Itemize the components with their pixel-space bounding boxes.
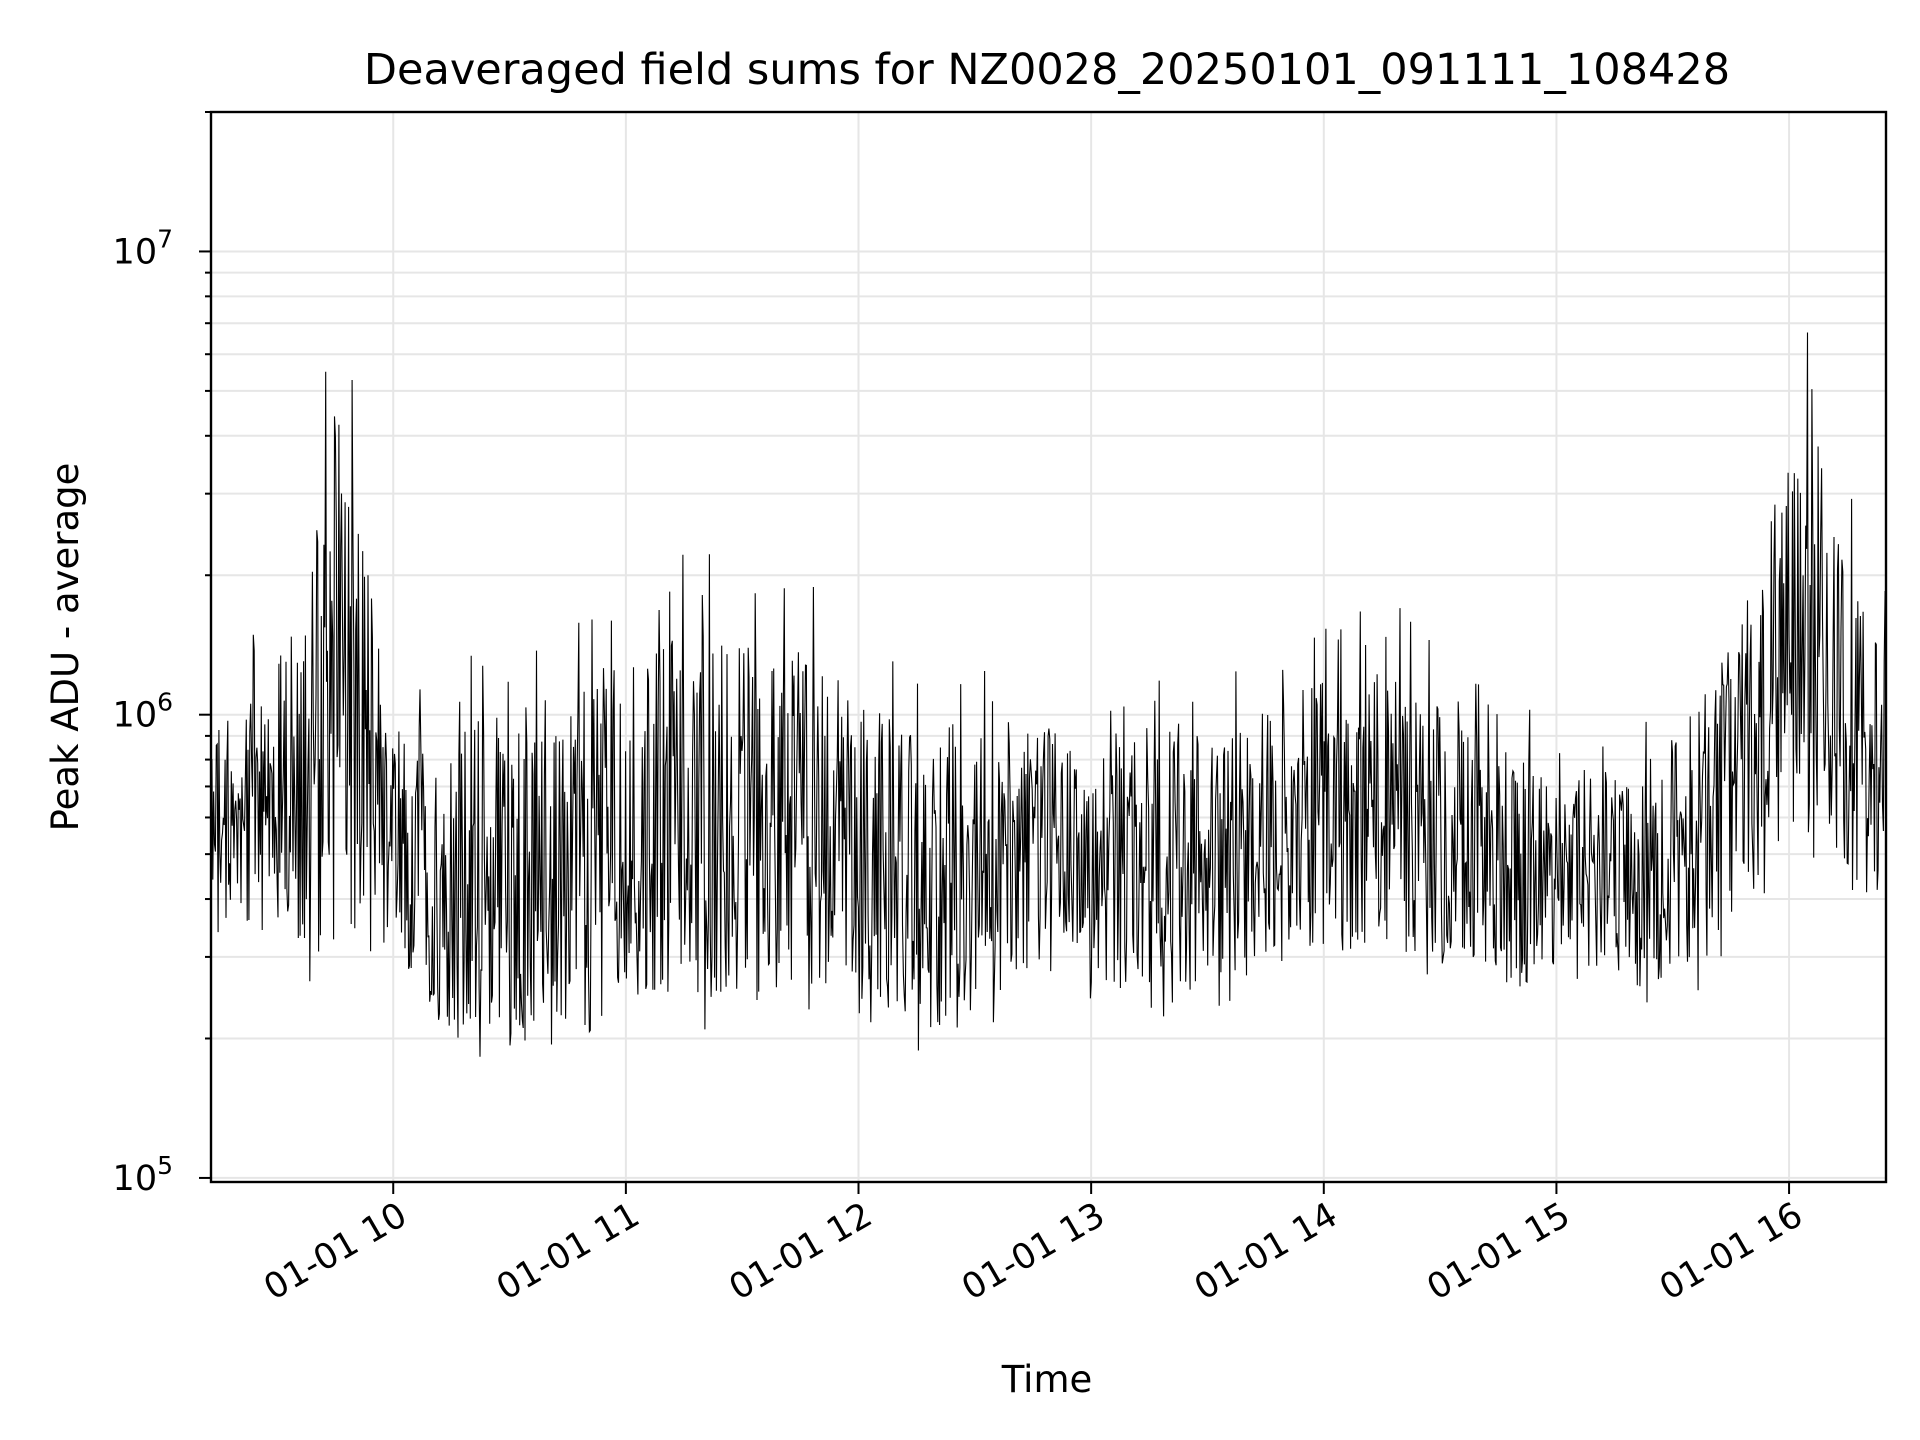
y-tick-label: 107 — [113, 224, 173, 272]
y-tick-label: 105 — [113, 1151, 173, 1199]
plot-frame — [209, 110, 1888, 1184]
plot-area — [210, 332, 1887, 1057]
x-axis-label: Time — [1001, 1358, 1093, 1401]
y-axis-label: Peak ADU - average — [44, 463, 87, 832]
series-line — [210, 332, 1887, 1057]
chart-title: Deaveraged field sums for NZ0028_2025010… — [364, 45, 1730, 95]
y-axis: 105 106 107 — [113, 111, 211, 1199]
y-tick-label: 106 — [113, 688, 173, 736]
